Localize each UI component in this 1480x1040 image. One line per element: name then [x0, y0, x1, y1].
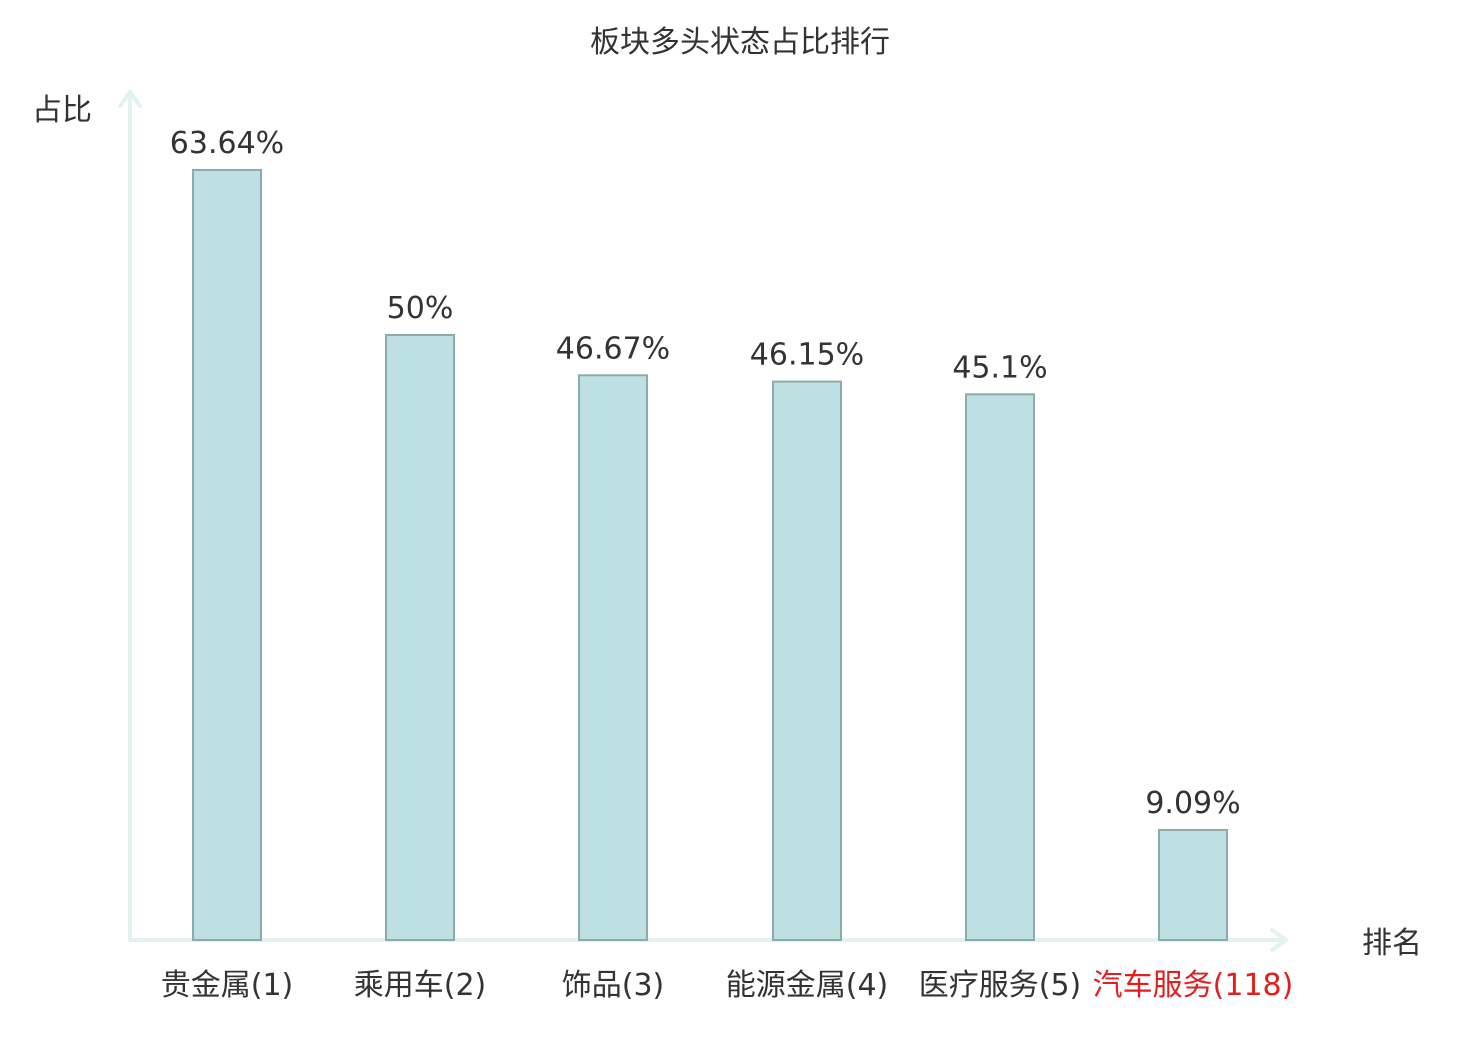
category-name-6: 汽车服务	[1093, 968, 1213, 1003]
axes	[118, 90, 1288, 952]
value-labels-group: 63.64% 50% 46.67% 46.15% 45.1% 9.09%	[170, 126, 1241, 821]
bar-value-label-3: 46.67%	[556, 331, 670, 366]
y-axis-arrow	[118, 90, 142, 108]
category-label-4: 能源金属(4)	[726, 968, 889, 1003]
bar-1	[192, 168, 262, 941]
category-label-3: 饰品(3)	[562, 968, 665, 1003]
y-axis-label: 占比	[32, 93, 92, 128]
category-name-5: 医疗服务	[919, 968, 1039, 1003]
category-rank-2: (2)	[444, 968, 487, 1003]
category-labels-group: 贵金属(1) 乘用车(2) 饰品(3) 能源金属(4) 医疗服务(5) 汽车服务(118)	[161, 968, 1294, 1003]
category-label-1: 贵金属(1)	[161, 968, 294, 1003]
bar-value-label-4: 46.15%	[750, 338, 864, 373]
category-label-5: 医疗服务(5)	[919, 968, 1082, 1003]
bar-6	[1158, 829, 1228, 941]
category-rank-5: (5)	[1039, 968, 1082, 1003]
category-name-1: 贵金属	[161, 968, 251, 1003]
x-axis-arrow	[1270, 928, 1288, 952]
bar-value-label-1: 63.64%	[170, 126, 284, 161]
bars-group	[192, 168, 1228, 942]
category-label-6: 汽车服务(118)	[1093, 968, 1294, 1003]
category-rank-6: (118)	[1213, 968, 1294, 1003]
bar-3	[578, 374, 648, 941]
category-name-2: 乘用车	[354, 968, 444, 1003]
bar-2	[385, 334, 455, 941]
category-rank-3: (3)	[622, 968, 665, 1003]
category-rank-4: (4)	[846, 968, 889, 1003]
x-axis-label: 排名	[1362, 926, 1422, 961]
bar-value-label-2: 50%	[387, 291, 454, 326]
category-name-3: 饰品	[562, 968, 622, 1003]
chart-title: 板块多头状态占比排行	[590, 25, 890, 60]
bar-value-label-5: 45.1%	[952, 350, 1047, 385]
bar-4	[772, 380, 842, 941]
bar-value-label-6: 9.09%	[1145, 786, 1240, 821]
category-rank-1: (1)	[251, 968, 294, 1003]
category-label-2: 乘用车(2)	[354, 968, 487, 1003]
category-name-4: 能源金属	[726, 968, 846, 1003]
bar-5	[965, 393, 1035, 942]
